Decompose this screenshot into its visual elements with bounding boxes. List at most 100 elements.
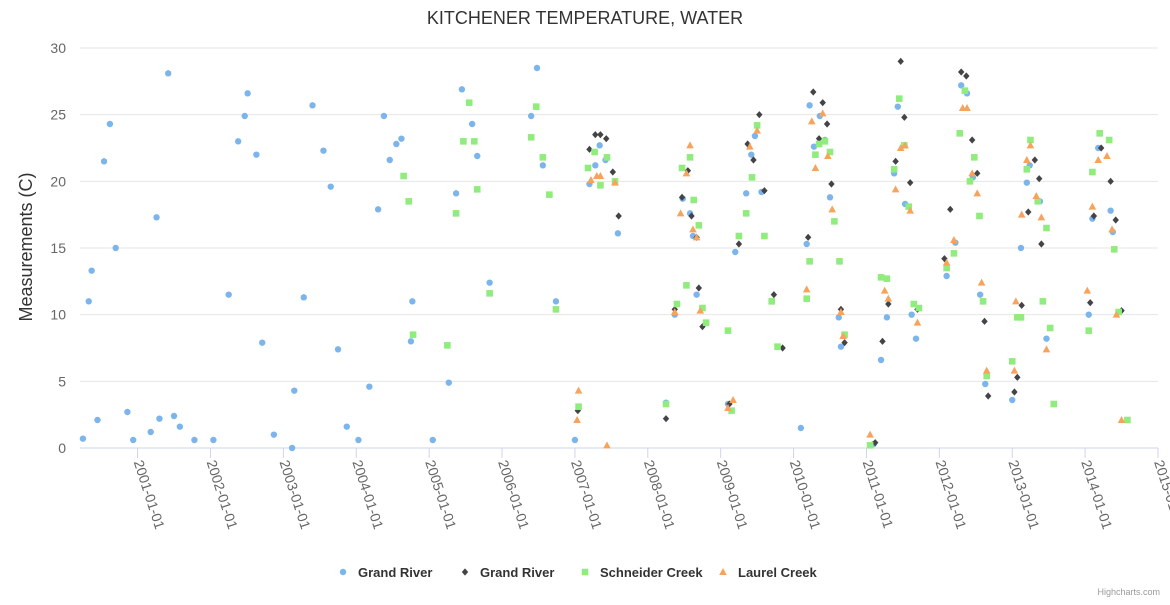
data-point[interactable] — [742, 190, 750, 197]
data-point[interactable] — [366, 383, 373, 390]
data-point[interactable] — [1008, 358, 1016, 365]
data-point[interactable] — [976, 291, 984, 298]
data-point[interactable] — [828, 180, 835, 188]
data-point[interactable] — [956, 130, 964, 137]
data-point[interactable] — [958, 82, 965, 89]
data-point[interactable] — [802, 285, 811, 293]
data-point[interactable] — [984, 392, 992, 400]
data-point[interactable] — [901, 113, 908, 121]
data-point[interactable] — [1014, 373, 1021, 381]
legend-marker[interactable] — [461, 568, 469, 576]
data-point[interactable] — [1083, 286, 1092, 294]
data-point[interactable] — [890, 166, 898, 173]
data-point[interactable] — [915, 304, 923, 312]
data-point[interactable] — [465, 99, 473, 106]
data-point[interactable] — [753, 126, 761, 134]
data-point[interactable] — [320, 147, 327, 154]
data-point[interactable] — [609, 168, 617, 176]
data-point[interactable] — [539, 162, 547, 169]
data-point[interactable] — [835, 314, 842, 321]
data-point[interactable] — [1105, 136, 1113, 144]
data-point[interactable] — [683, 282, 690, 289]
data-point[interactable] — [724, 404, 732, 411]
data-point[interactable] — [819, 99, 826, 107]
data-point[interactable] — [806, 102, 813, 109]
data-point[interactable] — [696, 306, 705, 314]
data-point[interactable] — [1012, 297, 1020, 305]
data-point[interactable] — [400, 172, 407, 180]
data-point[interactable] — [702, 319, 710, 326]
data-point[interactable] — [1094, 156, 1103, 163]
data-point[interactable] — [1046, 324, 1054, 332]
data-point[interactable] — [407, 338, 415, 345]
data-point[interactable] — [611, 178, 619, 186]
data-point[interactable] — [597, 131, 604, 139]
data-point[interactable] — [1085, 311, 1092, 318]
data-point[interactable] — [906, 179, 914, 187]
data-point[interactable] — [803, 295, 810, 302]
data-point[interactable] — [270, 431, 278, 438]
data-point[interactable] — [393, 140, 400, 148]
data-point[interactable] — [982, 366, 991, 374]
data-point[interactable] — [756, 111, 763, 119]
data-point[interactable] — [963, 72, 970, 80]
data-point[interactable] — [906, 206, 914, 214]
data-point[interactable] — [748, 174, 756, 181]
data-point[interactable] — [1112, 310, 1121, 318]
data-point[interactable] — [291, 387, 298, 394]
data-point[interactable] — [614, 230, 622, 237]
credits-link[interactable]: Highcharts.com — [1097, 587, 1160, 597]
data-point[interactable] — [1037, 213, 1046, 221]
data-point[interactable] — [409, 331, 417, 338]
data-point[interactable] — [729, 396, 737, 403]
data-point[interactable] — [673, 300, 681, 308]
data-point[interactable] — [750, 156, 757, 164]
data-point[interactable] — [584, 164, 592, 172]
data-point[interactable] — [1039, 298, 1047, 305]
data-point[interactable] — [981, 317, 988, 325]
data-point[interactable] — [753, 122, 761, 129]
data-point[interactable] — [1088, 202, 1097, 210]
data-point[interactable] — [735, 232, 743, 240]
data-point[interactable] — [596, 142, 603, 149]
data-point[interactable] — [597, 182, 604, 189]
data-point[interactable] — [1117, 416, 1126, 423]
data-point[interactable] — [552, 306, 560, 313]
data-point[interactable] — [836, 258, 843, 265]
data-point[interactable] — [831, 218, 838, 225]
data-point[interactable] — [460, 138, 467, 145]
data-point[interactable] — [573, 416, 581, 423]
data-point[interactable] — [429, 436, 436, 444]
data-point[interactable] — [1017, 244, 1025, 252]
data-point[interactable] — [112, 244, 119, 252]
data-point[interactable] — [896, 144, 905, 151]
data-point[interactable] — [670, 308, 679, 315]
data-point[interactable] — [615, 212, 622, 220]
data-point[interactable] — [693, 291, 700, 298]
data-point[interactable] — [552, 298, 560, 305]
data-point[interactable] — [244, 90, 251, 97]
data-point[interactable] — [234, 138, 242, 145]
data-point[interactable] — [176, 423, 184, 430]
data-point[interactable] — [724, 327, 732, 334]
data-point[interactable] — [803, 240, 810, 248]
data-point[interactable] — [973, 189, 982, 197]
data-point[interactable] — [884, 294, 893, 302]
data-point[interactable] — [866, 430, 874, 438]
data-point[interactable] — [826, 194, 834, 201]
data-point[interactable] — [1017, 314, 1025, 321]
data-point[interactable] — [85, 298, 92, 305]
data-point[interactable] — [823, 120, 831, 128]
data-point[interactable] — [546, 191, 553, 198]
data-point[interactable] — [895, 95, 903, 102]
data-point[interactable] — [910, 300, 918, 308]
data-point[interactable] — [950, 250, 958, 257]
data-point[interactable] — [1023, 179, 1031, 186]
data-point[interactable] — [1042, 345, 1051, 353]
data-point[interactable] — [841, 339, 848, 347]
data-point[interactable] — [409, 298, 416, 305]
data-point[interactable] — [539, 154, 547, 161]
data-point[interactable] — [210, 436, 217, 444]
data-point[interactable] — [943, 272, 950, 280]
data-point[interactable] — [1087, 299, 1094, 307]
